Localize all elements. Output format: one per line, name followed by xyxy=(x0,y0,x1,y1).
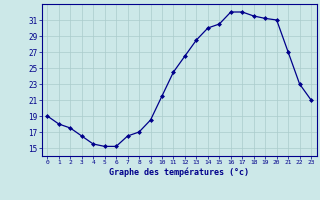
X-axis label: Graphe des températures (°c): Graphe des températures (°c) xyxy=(109,168,249,177)
